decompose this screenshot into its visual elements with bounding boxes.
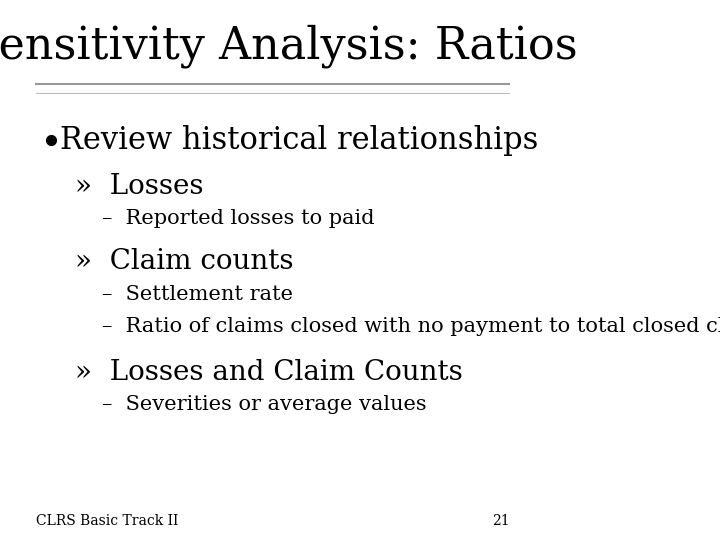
Text: –  Severities or average values: – Severities or average values — [102, 395, 427, 415]
Text: Sensitivity Analysis: Ratios: Sensitivity Analysis: Ratios — [0, 24, 577, 68]
Text: –  Settlement rate: – Settlement rate — [102, 285, 293, 304]
Text: Review historical relationships: Review historical relationships — [60, 125, 539, 156]
Text: »  Losses: » Losses — [75, 173, 204, 200]
Text: –  Reported losses to paid: – Reported losses to paid — [102, 209, 375, 228]
Text: »  Losses and Claim Counts: » Losses and Claim Counts — [75, 359, 463, 386]
Text: CLRS Basic Track II: CLRS Basic Track II — [36, 514, 178, 528]
Text: 21: 21 — [492, 514, 509, 528]
Text: –  Ratio of claims closed with no payment to total closed claims: – Ratio of claims closed with no payment… — [102, 317, 720, 336]
Text: »  Claim counts: » Claim counts — [75, 248, 294, 275]
